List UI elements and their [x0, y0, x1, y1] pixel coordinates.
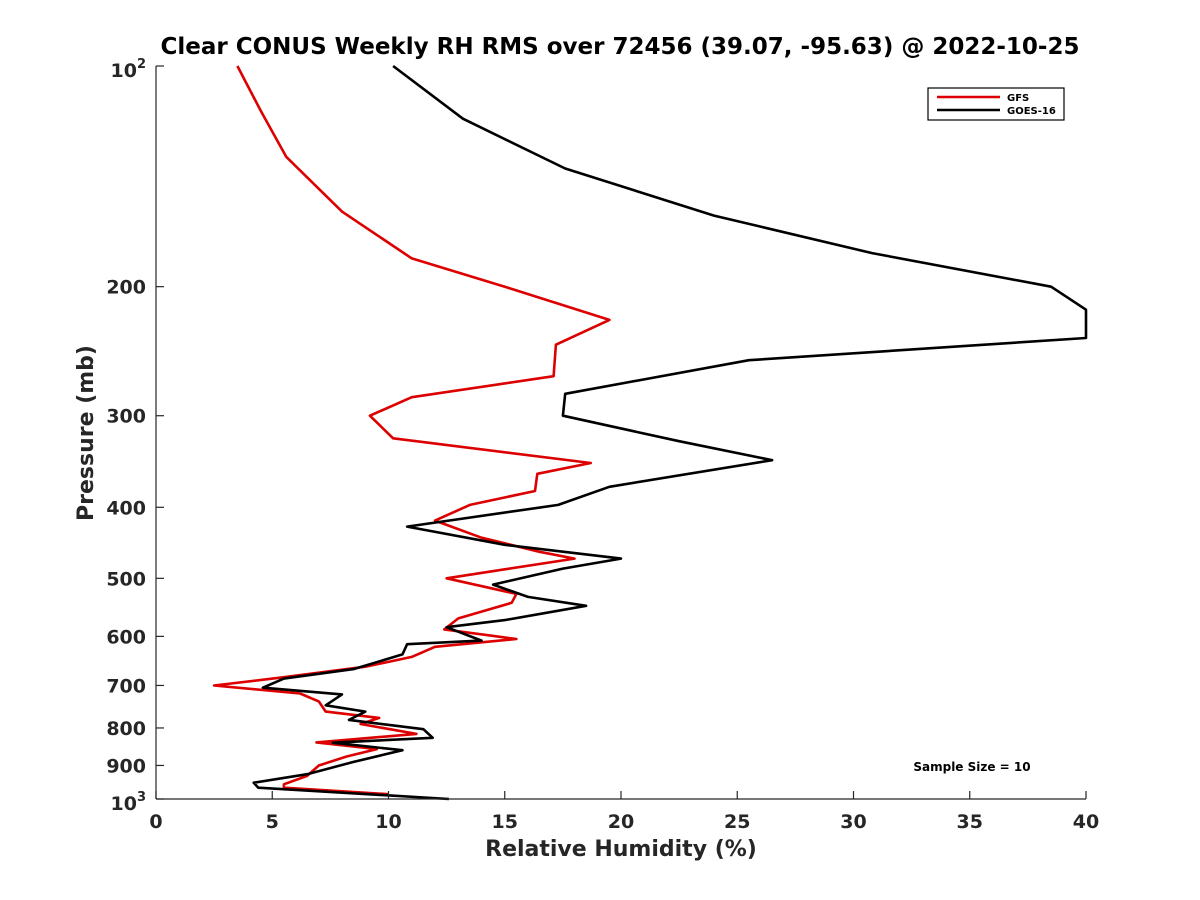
x-tick-label: 0	[149, 811, 162, 833]
y-tick-label: 400	[106, 497, 146, 519]
x-tick-label: 15	[492, 811, 518, 833]
legend-label-goes-16: GOES-16	[1007, 106, 1056, 117]
plot-area: 0 5 10 15 20 25 30 35 40 200 300 400 500 600 700 800 90…	[106, 64, 1099, 833]
y-tick-label: 800	[106, 718, 146, 740]
legend-box	[927, 87, 1065, 121]
x-tick-label: 5	[266, 811, 279, 833]
sample-size-annotation: Sample Size = 10	[913, 760, 1030, 774]
x-tick-label: 25	[724, 811, 750, 833]
y-tick-label: 500	[106, 568, 146, 590]
legend-label-gfs: GFS	[1007, 93, 1029, 104]
plot-background	[156, 66, 1086, 799]
series-line-goes-16	[252, 64, 1088, 801]
y-tick-label-top: 102	[111, 57, 147, 82]
x-tick-label: 30	[840, 811, 866, 833]
x-tick-label: 20	[608, 811, 634, 833]
chart-title: Clear CONUS Weekly RH RMS over 72456 (39…	[161, 34, 1080, 60]
y-axis-ticks: 200 300 400 500 600 700 800 900	[106, 65, 164, 800]
x-tick-label: 35	[957, 811, 983, 833]
y-tick-label: 700	[106, 675, 146, 697]
y-tick-label: 200	[106, 277, 146, 299]
y-axis-label: Pressure (mb)	[74, 345, 99, 521]
legend: GFS GOES-16	[927, 87, 1065, 121]
x-tick-label: 40	[1073, 811, 1099, 833]
y-tick-label: 300	[106, 406, 146, 428]
y-tick-label-bottom: 103	[111, 790, 147, 815]
y-tick-label: 600	[106, 626, 146, 648]
x-axis-ticks: 0 5 10 15 20 25 30 35 40	[149, 791, 1099, 833]
x-tick-label: 10	[375, 811, 401, 833]
series-layer	[212, 64, 1088, 801]
y-tick-label: 900	[106, 755, 146, 777]
series-line-gfs	[212, 65, 611, 796]
x-axis-label: Relative Humidity (%)	[485, 837, 757, 862]
